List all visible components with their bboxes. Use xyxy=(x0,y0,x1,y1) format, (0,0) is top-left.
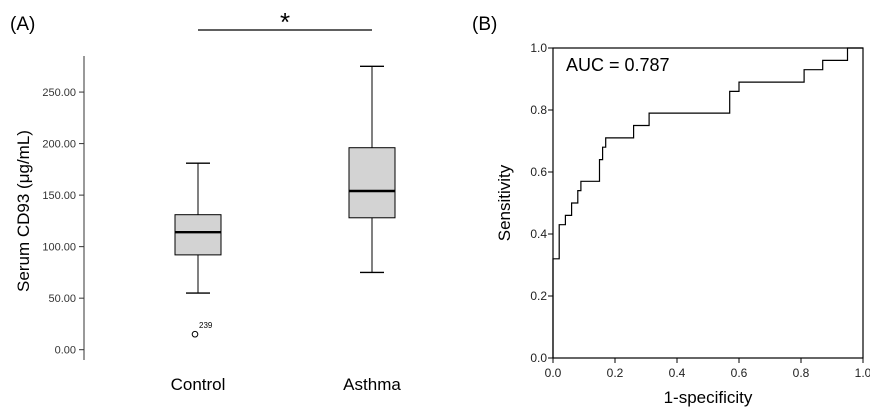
panel-a-y-tick-label: 0.00 xyxy=(55,345,76,357)
panel-b-y-ticks: 0.0 0.2 0.4 0.6 0.8 1.0 xyxy=(530,41,553,365)
panel-a-y-ticks: 0.00 50.00 100.00 150.00 200.00 250.00 xyxy=(42,87,84,357)
category-label-asthma: Asthma xyxy=(343,375,401,394)
panel-b-x-tick-label: 0.4 xyxy=(669,366,686,380)
panel-b-x-tick-label: 0.0 xyxy=(545,366,562,380)
panel-b-y-tick-label: 1.0 xyxy=(530,41,547,55)
panel-b-y-tick-label: 0.0 xyxy=(530,351,547,365)
iqr-box xyxy=(348,147,396,219)
panel-label-b: (B) xyxy=(472,14,497,35)
panel-b-y-tick-label: 0.6 xyxy=(530,165,547,179)
panel-b-x-axis-title: 1-specificity xyxy=(664,388,753,407)
panel-a-y-tick-label: 150.00 xyxy=(42,190,76,202)
box-control: 239 xyxy=(174,162,222,338)
panel-a-y-tick-label: 50.00 xyxy=(48,293,76,305)
panel-a-y-axis-title: Serum CD93 (μg/mL) xyxy=(14,130,33,292)
panel-label-a: (A) xyxy=(10,14,35,35)
panel-b-y-tick-label: 0.2 xyxy=(530,289,547,303)
panel-b-x-tick-label: 0.6 xyxy=(731,366,748,380)
panel-b-x-tick-label: 0.2 xyxy=(607,366,624,380)
box-asthma xyxy=(348,65,396,274)
outlier-label: 239 xyxy=(199,321,213,330)
panel-b-y-tick-label: 0.8 xyxy=(530,103,547,117)
iqr-box xyxy=(174,214,222,256)
panel-a-boxes: 239 xyxy=(174,65,396,338)
panel-b-x-ticks: 0.0 0.2 0.4 0.6 0.8 1.0 xyxy=(545,358,870,380)
panel-b-y-tick-label: 0.4 xyxy=(530,227,547,241)
category-label-control: Control xyxy=(171,375,226,394)
panel-b-plot-frame xyxy=(552,47,864,359)
roc-curve-group xyxy=(552,47,863,358)
panel-b-y-axis-title: Sensitivity xyxy=(495,164,514,241)
outlier-point xyxy=(191,330,199,338)
roc-curve-line xyxy=(552,47,863,358)
panel-b-x-tick-label: 0.8 xyxy=(793,366,810,380)
panel-b-x-tick-label: 1.0 xyxy=(855,366,870,380)
panel-a-y-tick-label: 250.00 xyxy=(42,87,76,99)
significance-marker: * xyxy=(280,7,290,37)
panel-a-category-labels: Control Asthma xyxy=(171,375,402,394)
panel-a-y-tick-label: 100.00 xyxy=(42,242,76,254)
auc-annotation: AUC = 0.787 xyxy=(566,55,670,75)
panel-a-y-tick-label: 200.00 xyxy=(42,139,76,151)
